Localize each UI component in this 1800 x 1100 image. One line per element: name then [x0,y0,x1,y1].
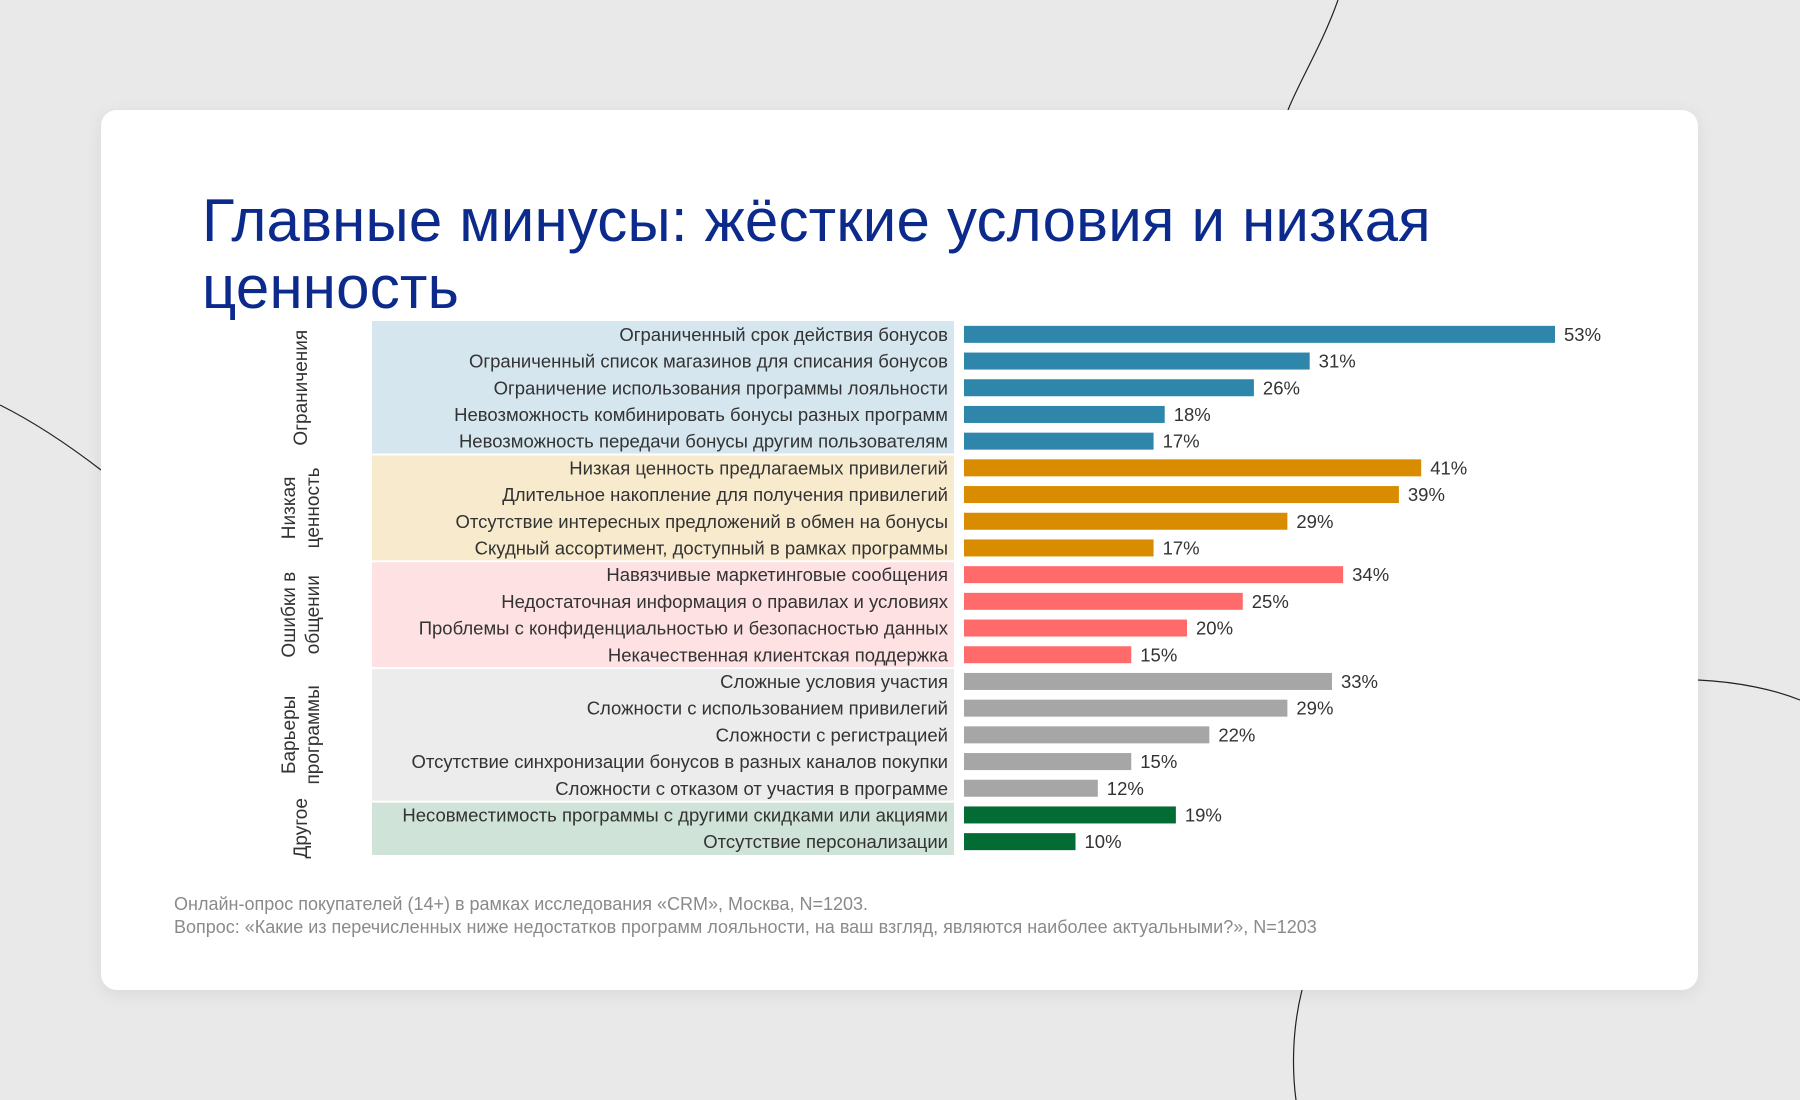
data-label: 19% [1185,804,1222,825]
data-label: 39% [1408,484,1445,505]
bar [964,512,1288,530]
bar [964,699,1288,717]
group-label: Барьеры программы [279,685,324,784]
data-label: 53% [1564,324,1601,345]
category-label: Сложности с регистрацией [716,724,948,745]
bar [964,432,1154,450]
bar [964,592,1243,610]
group-band [372,801,954,855]
category-label: Сложности с использованием привилегий [587,698,948,719]
category-label: Недостаточная информация о правилах и ус… [501,591,949,612]
group-band [372,321,954,455]
category-label: Сложности с отказом от участия в програм… [555,778,948,799]
category-label: Невозможность передачи бонусы другим пол… [459,431,948,452]
data-label: 17% [1163,537,1200,558]
data-label: 10% [1085,831,1122,852]
data-label: 15% [1140,751,1177,772]
data-label: 12% [1107,778,1144,799]
category-label: Отсутствие синхронизации бонусов в разны… [411,751,948,772]
bar [964,833,1076,851]
background-curve [1292,989,1303,1100]
data-label: 22% [1218,724,1255,745]
category-label: Отсутствие персонализации [703,831,948,852]
group-label: Ошибки в общении [279,572,324,658]
background-curve [1697,679,1800,701]
bar [964,806,1176,824]
category-label: Навязчивые маркетинговые сообщения [606,564,948,585]
group-label: Другое [291,798,312,858]
background-curve [1287,0,1339,111]
bar [964,779,1098,797]
category-label: Отсутствие интересных предложений в обме… [456,511,948,532]
bar [964,753,1132,771]
data-label: 17% [1163,431,1200,452]
bar [964,672,1332,690]
bar [964,646,1132,664]
data-label: 29% [1296,698,1333,719]
footnote-source: Онлайн-опрос покупателей (14+) в рамках … [174,894,869,914]
category-label: Ограничение использования программы лоял… [494,377,948,398]
data-label: 26% [1263,377,1300,398]
data-label: 18% [1174,404,1211,425]
category-label: Некачественная клиентская поддержка [608,644,949,665]
group-band [372,561,954,669]
bar [964,352,1310,370]
slide-title: Главные минусы: жёсткие условия и низкая… [202,187,1431,321]
bar [964,405,1165,423]
bar [964,566,1344,584]
bar [964,459,1422,477]
group-band [372,454,954,562]
bar [964,379,1254,397]
data-label: 33% [1341,671,1378,692]
bar [964,325,1555,343]
bar [964,539,1154,557]
category-label: Проблемы с конфиденциальностью и безопас… [419,618,949,639]
category-label: Сложные условия участия [720,671,948,692]
bar [964,619,1188,637]
data-label: 31% [1319,351,1356,372]
bar [964,486,1399,504]
category-label: Низкая ценность предлагаемых привилегий [569,457,948,478]
data-label: 20% [1196,618,1233,639]
category-label: Длительное накопление для получения прив… [502,484,948,505]
group-band [372,668,954,802]
category-label: Невозможность комбинировать бонусы разны… [454,404,948,425]
data-label: 15% [1140,644,1177,665]
footnote: Онлайн-опрос покупателей (14+) в рамках … [174,893,1317,939]
category-label: Скудный ассортимент, доступный в рамках … [475,537,948,558]
data-label: 29% [1296,511,1333,532]
group-label: Низкая ценность [279,467,324,548]
data-label: 41% [1430,457,1467,478]
data-label: 25% [1252,591,1289,612]
category-label: Несовместимость программы с другими скид… [402,804,948,825]
group-label: Ограничения [291,330,312,446]
footnote-question: Вопрос: «Какие из перечисленных ниже нед… [174,917,1317,937]
category-label: Ограниченный список магазинов для списан… [469,351,948,372]
category-label: Ограниченный срок действия бонусов [619,324,948,345]
background-curve [0,404,102,471]
bar [964,726,1210,744]
data-label: 34% [1352,564,1389,585]
